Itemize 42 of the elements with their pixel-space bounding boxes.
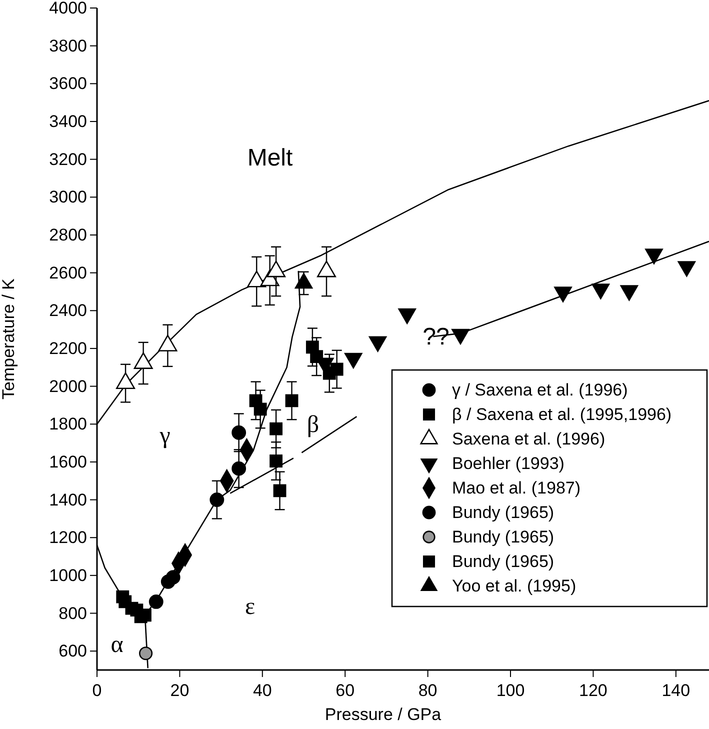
- y-tick-label: 2800: [49, 225, 87, 244]
- x-tick-label: 80: [418, 681, 438, 700]
- annotation: β: [306, 412, 320, 438]
- y-tick-label: 1000: [49, 566, 87, 585]
- legend-label: Mao et al. (1987): [452, 478, 581, 498]
- annotation: α: [110, 632, 124, 658]
- y-tick-label: 800: [58, 604, 87, 623]
- y-tick-label: 1600: [49, 452, 87, 472]
- x-tick-label: 40: [252, 681, 272, 700]
- annotation: ε: [244, 594, 256, 620]
- y-tick-label: 3200: [49, 150, 87, 169]
- y-tick-label: 3000: [49, 188, 87, 207]
- x-tick-label: 140: [662, 681, 690, 700]
- x-tick-label: 20: [170, 681, 190, 700]
- y-axis-title: Temperature / K: [0, 278, 18, 400]
- y-tick-label: 600: [58, 642, 87, 661]
- y-tick-label: 2000: [49, 376, 87, 396]
- y-tick-label: 4000: [49, 0, 87, 18]
- legend-label: Bundy (1965): [452, 528, 554, 546]
- x-axis-title: Pressure / GPa: [324, 705, 442, 724]
- y-tick-label: 3600: [49, 74, 87, 94]
- annotation: γ: [158, 423, 171, 449]
- x-tick-label: 120: [579, 681, 608, 700]
- x-tick-label: 0: [92, 681, 102, 700]
- y-tick-label: 2600: [49, 263, 87, 282]
- y-tick-label: 1200: [49, 528, 87, 548]
- legend-label: Yoo et al. (1995): [452, 576, 576, 596]
- x-tick-label: 100: [496, 681, 525, 700]
- legend-label: γ / Saxena et al. (1996): [452, 380, 628, 400]
- x-tick-label: 60: [336, 681, 355, 700]
- legend-label: Bundy (1965): [452, 503, 554, 522]
- legend-label: Saxena et al. (1996): [452, 430, 606, 448]
- annotation: Melt: [247, 144, 293, 172]
- y-tick-label: 2200: [49, 338, 87, 358]
- legend-label: Boehler (1993): [452, 454, 564, 473]
- legend-label: Bundy (1965): [452, 552, 554, 571]
- legend-label: β / Saxena et al. (1995,1996): [452, 405, 672, 424]
- y-tick-label: 3800: [49, 36, 87, 56]
- y-tick-label: 1400: [49, 490, 87, 510]
- y-tick-label: 1800: [49, 414, 87, 434]
- y-tick-label: 3400: [49, 112, 87, 131]
- y-tick-label: 2400: [49, 301, 87, 320]
